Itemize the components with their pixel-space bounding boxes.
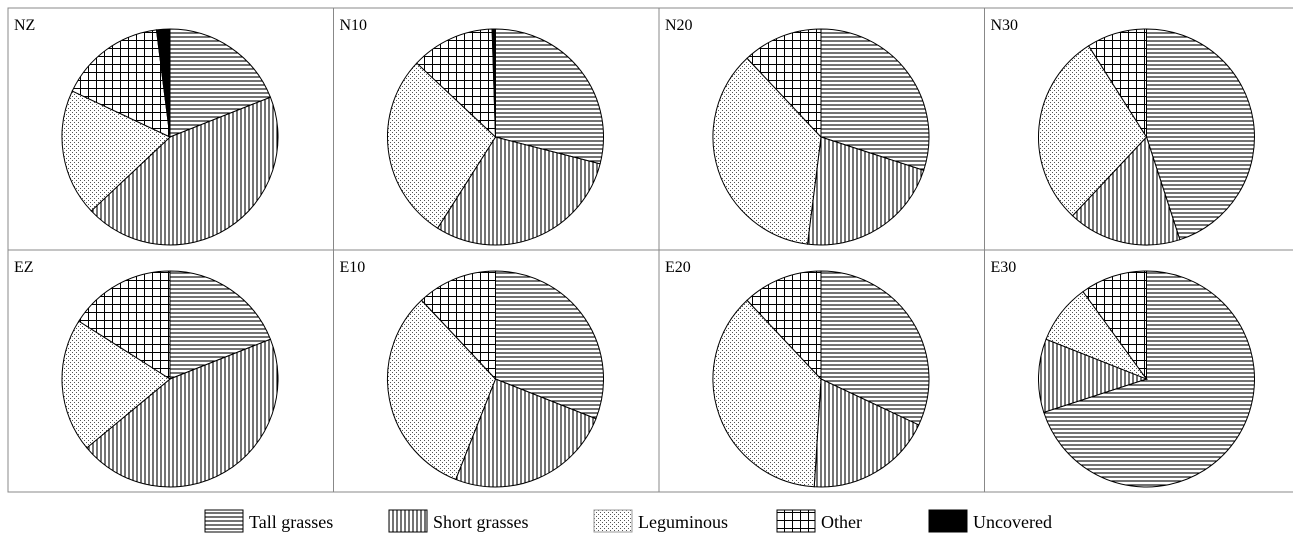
legend-swatch-grid [776, 509, 816, 533]
panel-title-nz: NZ [14, 17, 35, 34]
pie-slice-n10-short-grasses [436, 136, 601, 246]
legend-swatch-horizontal-lines [204, 509, 244, 533]
pie-slice-nz-uncovered [155, 28, 171, 138]
panel-title-n10: N10 [340, 17, 368, 34]
legend: Tall grasses Short grasses Leguminous Other… [204, 509, 1052, 533]
panel-title-e30: E30 [991, 259, 1017, 276]
pie-panel-n30: N30 [991, 17, 1255, 246]
pie-slice-n30-other [1087, 28, 1147, 139]
legend-item-uncovered: Uncovered [928, 509, 1052, 533]
pie-slice-nz-short-grasses [90, 96, 279, 246]
pie-slice-nz-tall-grasses [169, 28, 272, 138]
pie-slice-nz-leguminous [61, 90, 171, 212]
panel-grid-lines [7, 7, 1293, 493]
legend-item-leguminous: Leguminous [593, 509, 728, 533]
legend-label-leguminous: Leguminous [638, 512, 728, 532]
pie-slice-e30-tall-grasses [1043, 270, 1255, 488]
pie-slice-e10-tall-grasses [495, 270, 604, 420]
pie-slice-ez-other [78, 270, 171, 380]
pie-slice-n10-other [416, 28, 497, 139]
pie-slice-n30-leguminous [1038, 45, 1148, 217]
pie-slice-e30-other [1082, 270, 1147, 381]
pie-slice-ez-short-grasses [86, 338, 279, 488]
pie-slice-n10-uncovered [491, 28, 496, 138]
panel-title-n20: N20 [665, 17, 693, 34]
legend-item-other: Other [776, 509, 862, 533]
pie-slice-n30-short-grasses [1071, 136, 1181, 246]
pie-slice-e20-tall-grasses [820, 270, 930, 426]
pie-slice-n10-leguminous [387, 62, 497, 229]
pie-panel-e10: E10 [340, 259, 604, 488]
pie-slice-n20-tall-grasses [820, 28, 930, 172]
legend-item-tall-grasses: Tall grasses [204, 509, 333, 533]
panels: NZ N10 N20 N30 EZ E10 E20 E30 [7, 7, 1293, 493]
panel-title-e20: E20 [665, 259, 691, 276]
pie-slice-ez-tall-grasses [169, 270, 272, 380]
legend-label-uncovered: Uncovered [973, 512, 1052, 532]
panel-title-e10: E10 [340, 259, 366, 276]
legend-swatch-dots [593, 509, 633, 533]
pie-slice-e20-other [746, 270, 822, 381]
pie-slice-n10-tall-grasses [495, 28, 604, 165]
legend-swatch-solid-black [928, 509, 968, 533]
pie-panel-ez: EZ [14, 259, 279, 488]
pie-slice-n20-short-grasses [806, 136, 925, 246]
pie-slice-nz-other [71, 29, 171, 138]
pie-slice-e30-short-grasses [1038, 338, 1148, 414]
pie-panel-n20: N20 [665, 17, 930, 246]
pie-slice-e10-other [420, 270, 496, 381]
pie-panel-nz: NZ [14, 17, 279, 246]
pie-slice-n20-leguminous [712, 57, 822, 245]
pie-slice-n20-other [746, 28, 822, 139]
legend-label-tall-grasses: Tall grasses [249, 512, 333, 532]
pie-slice-e20-short-grasses [813, 378, 920, 488]
legend-item-short-grasses: Short grasses [388, 509, 529, 533]
pie-slice-ez-leguminous [61, 320, 171, 449]
pie-panel-n10: N10 [340, 17, 604, 246]
legend-label-other: Other [821, 512, 862, 532]
pie-slice-e20-leguminous [712, 299, 822, 488]
panel-title-ez: EZ [14, 259, 34, 276]
panel-title-n30: N30 [991, 17, 1019, 34]
legend-swatch-vertical-lines [388, 509, 428, 533]
pie-slice-e10-leguminous [387, 299, 497, 481]
pie-panel-e20: E20 [665, 259, 930, 488]
pie-panel-e30: E30 [991, 259, 1255, 488]
legend-label-short-grasses: Short grasses [433, 512, 529, 532]
pie-slice-n30-tall-grasses [1146, 28, 1255, 241]
pie-slice-e10-short-grasses [455, 378, 597, 488]
